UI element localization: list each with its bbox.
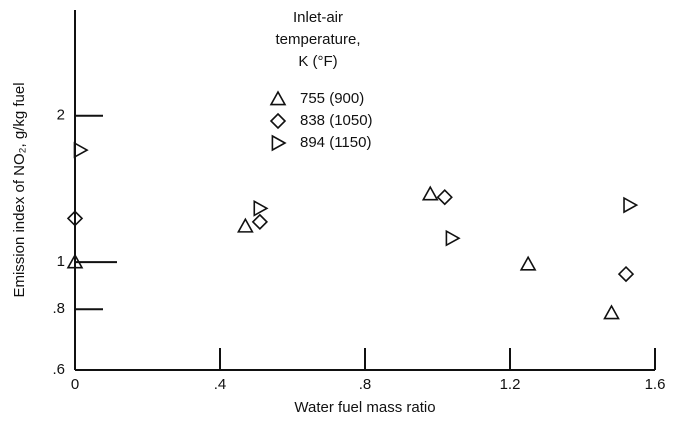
diamond-marker — [251, 213, 269, 231]
y-tick-label: .8 — [52, 300, 65, 317]
triangle-marker — [603, 304, 620, 320]
triangle-right-marker — [623, 196, 639, 214]
diamond-marker — [66, 210, 84, 227]
y-tick-label: 1 — [57, 253, 65, 270]
x-tick-label: 0 — [71, 376, 79, 393]
y-tick-label: 2 — [57, 107, 65, 124]
diamond-marker — [436, 189, 453, 206]
x-tick-label: 1.2 — [500, 376, 521, 393]
triangle-marker — [66, 253, 84, 269]
x-tick-label: .4 — [214, 376, 227, 393]
legend-label: 838 (1050) — [300, 112, 373, 129]
triangle-right-marker — [445, 229, 461, 247]
triangle-right-marker — [253, 199, 269, 217]
triangle-right-marker — [73, 141, 89, 159]
triangle-marker — [519, 255, 537, 271]
y-tick-label: .6 — [52, 361, 65, 378]
x-tick-label: 1.6 — [645, 376, 666, 393]
legend-label: 755 (900) — [300, 90, 364, 107]
legend-title: K (°F) — [298, 53, 337, 70]
legend-title: temperature, — [275, 31, 360, 48]
triangle-marker — [421, 185, 439, 201]
triangle-right-marker — [271, 134, 287, 152]
x-tick-label: .8 — [359, 376, 372, 393]
legend-label: 894 (1150) — [300, 134, 371, 151]
diamond-marker — [617, 265, 635, 283]
legend-title: Inlet-air — [293, 9, 343, 26]
y-axis-label: Emission index of NO₂, g/kg fuel — [11, 82, 28, 297]
x-axis-label: Water fuel mass ratio — [294, 399, 435, 416]
diamond-marker — [269, 112, 287, 130]
triangle-marker — [237, 217, 254, 233]
triangle-marker — [269, 90, 287, 106]
